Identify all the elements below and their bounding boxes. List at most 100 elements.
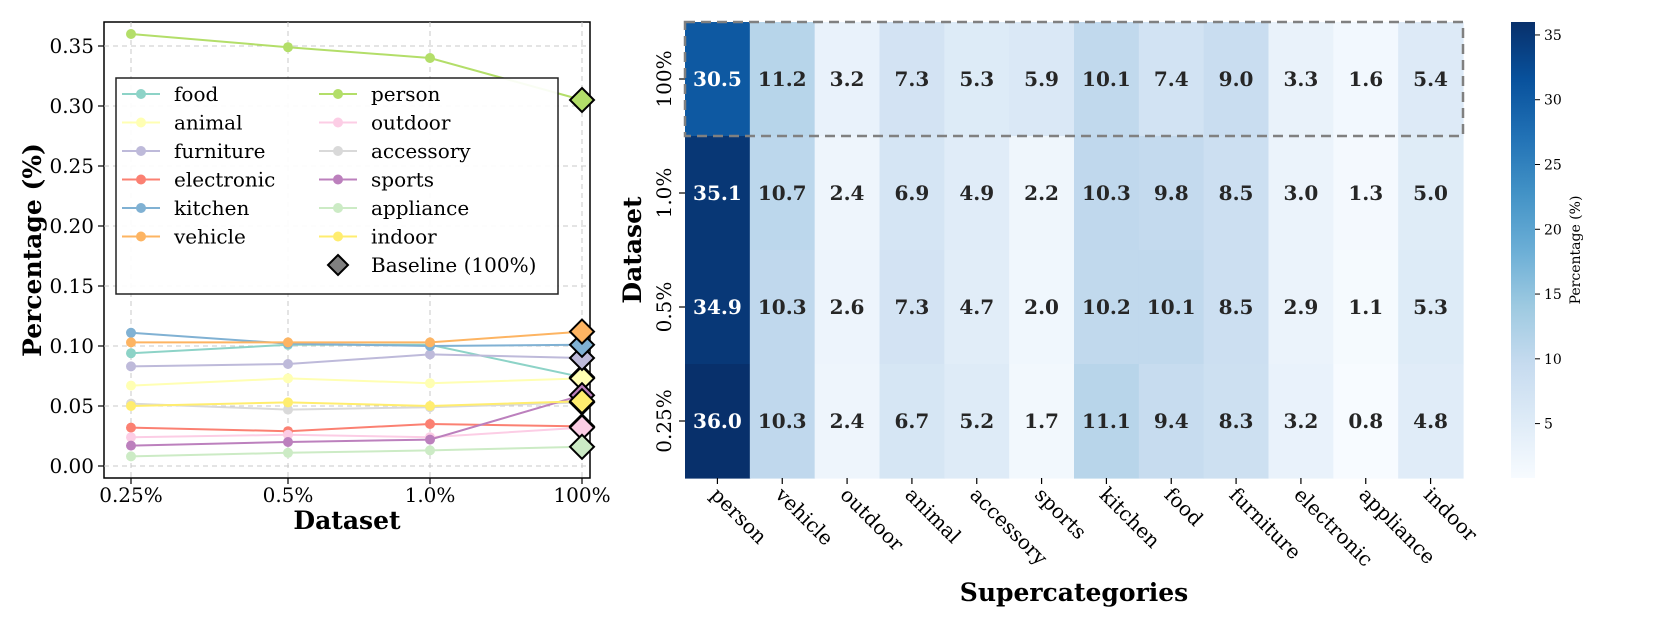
heatmap-cell <box>944 136 1010 251</box>
cell-value: 5.9 <box>1024 67 1059 91</box>
series-line-indoor <box>130 400 583 408</box>
cell-value: 0.8 <box>1348 409 1383 433</box>
heatmap-cell <box>1268 364 1334 479</box>
heatmap-cell <box>1138 250 1205 365</box>
row-label: 100% <box>652 50 676 107</box>
cell-value: 35.1 <box>693 181 742 205</box>
cell-value: 3.0 <box>1284 181 1319 205</box>
cell-value: 8.5 <box>1219 295 1254 319</box>
cell-value: 34.9 <box>693 295 742 319</box>
cell-value: 5.2 <box>959 409 994 433</box>
legend-label-sports: sports <box>371 168 434 192</box>
heatmap-cell <box>814 364 881 479</box>
heatmap-cell <box>1073 22 1140 137</box>
heatmap-cell <box>814 22 881 137</box>
heatmap-cell <box>1333 250 1399 365</box>
cell-value: 3.3 <box>1284 67 1319 91</box>
y-tick-label: 0.25 <box>49 154 94 178</box>
heatmap-cell <box>879 364 945 479</box>
legend-label-indoor: indoor <box>371 225 437 249</box>
heatmap-cell <box>749 22 816 137</box>
cell-value: 2.4 <box>830 181 865 205</box>
point-appliance <box>283 447 293 458</box>
row-label: 0.5% <box>652 282 676 333</box>
point-vehicle <box>283 337 293 348</box>
colorbar-label: Percentage (%) <box>1568 196 1584 305</box>
column-label: indoor <box>1419 483 1483 547</box>
heatmap-cell <box>749 364 816 479</box>
legend-label-outdoor: outdoor <box>371 111 451 135</box>
cell-value: 4.9 <box>959 181 994 205</box>
colorbar-tick-label: 25 <box>1544 158 1562 174</box>
heatmap-cell <box>1203 250 1270 365</box>
series-line-animal <box>130 377 583 387</box>
series-line-furniture <box>130 353 583 368</box>
heatmap-cell <box>1138 364 1205 479</box>
column-label: vehicle <box>770 482 838 550</box>
point-outdoor <box>126 432 136 443</box>
cell-value: 4.8 <box>1413 409 1448 433</box>
heatmap-cell <box>944 250 1010 365</box>
heatmap-cell <box>685 136 751 251</box>
point-vehicle <box>425 337 435 348</box>
series-line-sports <box>130 394 583 447</box>
cell-value: 9.8 <box>1154 181 1189 205</box>
heatmap-y-axis-label: Dataset <box>618 196 647 304</box>
baseline-marker-vehicle <box>568 318 596 346</box>
series-line-electronic <box>130 422 583 433</box>
legend-label-kitchen: kitchen <box>174 196 249 220</box>
column-label: kitchen <box>1095 483 1165 553</box>
baseline-marker-person <box>568 86 596 114</box>
heatmap-cell <box>1398 136 1464 251</box>
legend-marker-sports <box>333 174 343 185</box>
cell-value: 7.4 <box>1154 67 1189 91</box>
point-furniture <box>283 359 293 369</box>
series-line-kitchen <box>130 331 583 348</box>
legend-marker-appliance <box>333 203 343 213</box>
point-kitchen <box>126 327 136 338</box>
point-sports <box>126 440 136 451</box>
y-tick-label: 0.35 <box>49 34 94 58</box>
heatmap-cell <box>1009 364 1075 479</box>
baseline-marker-indoor <box>568 387 596 415</box>
row-label: 1.0% <box>652 168 676 219</box>
cell-value: 5.3 <box>1413 295 1448 319</box>
cell-value: 36.0 <box>693 409 742 433</box>
x-tick-label: 0.25% <box>99 483 163 507</box>
legend-label-person: person <box>371 82 441 106</box>
legend-label-vehicle: vehicle <box>173 225 246 249</box>
colorbar-tick-label: 15 <box>1544 287 1562 303</box>
legend-marker-electronic <box>136 174 146 185</box>
legend-marker-animal <box>136 117 146 128</box>
series-line-vehicle <box>131 330 583 344</box>
cell-value: 3.2 <box>830 67 865 91</box>
point-person <box>425 53 435 63</box>
x-tick-label: 100% <box>553 483 610 507</box>
cell-value: 10.1 <box>1147 295 1196 319</box>
heatmap-cell <box>749 250 816 365</box>
point-accessory <box>283 404 293 415</box>
point-food <box>126 348 136 359</box>
cell-value: 9.4 <box>1154 409 1189 433</box>
point-animal <box>283 373 293 384</box>
heatmap-cell <box>1073 136 1140 251</box>
x-tick-label: 1.0% <box>405 483 456 507</box>
heatmap-cell <box>1268 136 1334 251</box>
cell-value: 2.0 <box>1024 295 1059 319</box>
colorbar-tick-label: 30 <box>1544 93 1562 109</box>
row-label: 0.25% <box>652 389 676 453</box>
cell-value: 4.7 <box>959 295 994 319</box>
legend-marker-outdoor <box>333 117 343 128</box>
line-chart: 0.00 0.05 0.10 0.15 0.20 0.25 0.30 0.35 0.25% 0.5… <box>18 21 611 535</box>
line-axes: 0.00 0.05 0.10 0.15 0.20 0.25 0.30 0.35 0.25% 0.5… <box>49 34 610 507</box>
cell-value: 11.2 <box>758 67 807 91</box>
heatmap-cell <box>1398 22 1464 137</box>
cell-value: 10.3 <box>1082 181 1131 205</box>
heatmap-cell <box>1073 250 1140 365</box>
heatmap: 30.5 11.2 3.2 7.3 5.3 5.9 10.1 7.4 9.0 3.3 1.6 5.4 3… <box>618 20 1483 607</box>
y-tick-label: 0.20 <box>49 214 94 238</box>
point-furniture <box>425 349 435 360</box>
heatmap-cell <box>1203 364 1270 479</box>
cell-value: 10.7 <box>758 181 807 205</box>
point-furniture <box>126 361 136 372</box>
